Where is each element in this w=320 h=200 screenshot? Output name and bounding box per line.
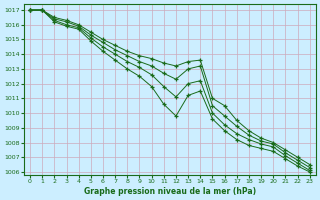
X-axis label: Graphe pression niveau de la mer (hPa): Graphe pression niveau de la mer (hPa)	[84, 187, 256, 196]
